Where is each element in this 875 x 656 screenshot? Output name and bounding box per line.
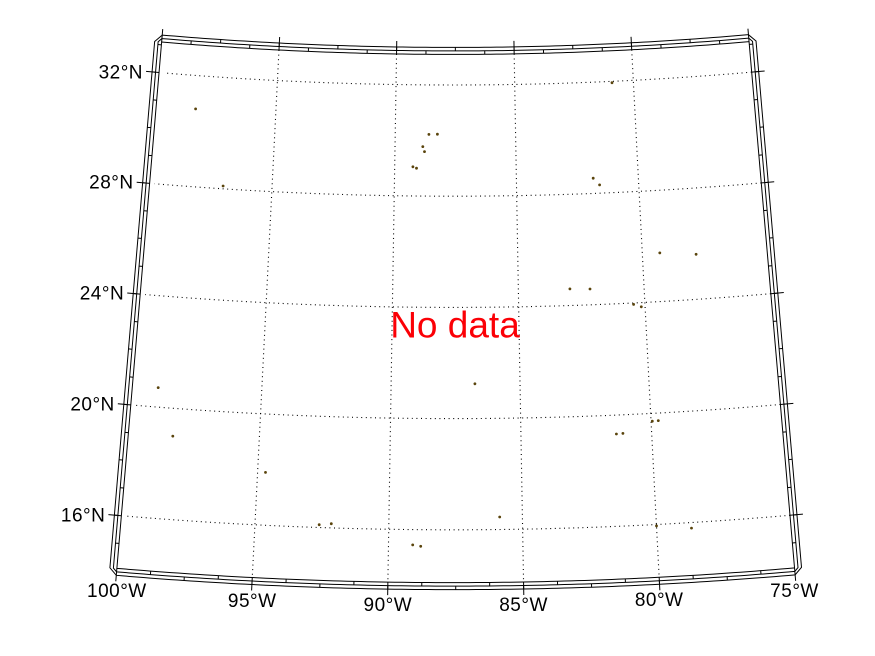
islet — [610, 81, 614, 85]
coastline-cuba-north-cays — [78, 22, 81, 23]
islet — [498, 515, 502, 519]
islet — [639, 305, 643, 309]
lat-label-20N: 20°N — [70, 394, 115, 416]
islet — [598, 183, 601, 187]
islet — [421, 145, 425, 149]
graticule-meridian — [631, 49, 660, 578]
graticule-parallel — [163, 71, 752, 86]
lon-tick — [278, 37, 281, 51]
coastline-atlantic-gulf-mexico-central-america — [80, 14, 98, 34]
lon-tick — [115, 568, 118, 582]
lat-label-28N: 28°N — [89, 172, 134, 194]
islet — [221, 184, 225, 188]
lat-tick — [751, 70, 765, 73]
graticule-meridian — [387, 53, 398, 583]
lat-tick — [770, 292, 784, 295]
lat-tick — [117, 403, 131, 406]
lon-label-80W: 80°W — [634, 590, 684, 612]
lat-label-32N: 32°N — [98, 62, 144, 84]
islet — [621, 432, 625, 435]
lat-label-16N: 16°N — [60, 505, 106, 527]
islet — [415, 166, 418, 170]
islet — [615, 432, 618, 436]
islet — [650, 419, 654, 423]
coastline-cuba — [75, 20, 85, 23]
coastline-pacific-coast-mexico-guatemala — [91, 13, 100, 17]
lon-tick — [658, 577, 661, 591]
islet — [423, 150, 426, 154]
coastline-abaco — [77, 26, 78, 27]
lon-tick — [161, 29, 164, 43]
islet — [264, 471, 267, 474]
islet — [632, 303, 635, 306]
no-data-label: No data — [390, 304, 520, 346]
coastline-jamaica — [76, 18, 78, 19]
islet — [194, 107, 198, 111]
graticule-meridian — [513, 53, 525, 582]
islet — [694, 252, 698, 256]
graticule-meridian — [251, 49, 280, 578]
islet — [419, 544, 423, 548]
lon-label-100W: 100°W — [87, 581, 147, 603]
lon-tick — [747, 28, 750, 42]
lat-tick — [789, 513, 803, 516]
lon-label-95W: 95°W — [227, 590, 277, 612]
coastline-andros — [78, 24, 79, 25]
lon-label-85W: 85°W — [499, 594, 548, 616]
coastline-florida-keys — [80, 25, 81, 26]
islet — [427, 133, 431, 136]
coastline-eleuthera — [76, 25, 77, 26]
islet — [171, 434, 175, 438]
lat-tick — [108, 514, 122, 517]
islet — [329, 522, 333, 526]
lon-tick — [251, 577, 253, 591]
graticule-parallel — [135, 403, 781, 420]
islet — [411, 165, 415, 169]
graticule-parallel — [145, 293, 771, 308]
lat-tick — [780, 402, 794, 405]
islet — [658, 251, 662, 255]
graticule-parallel — [154, 182, 762, 197]
islet — [156, 386, 160, 389]
lon-label-90W: 90°W — [363, 595, 413, 617]
islet — [473, 382, 477, 386]
islet — [411, 543, 415, 547]
lat-tick — [127, 292, 141, 295]
islet — [588, 287, 592, 291]
islet — [568, 287, 572, 291]
coastline-exuma-chain — [76, 24, 77, 25]
islet — [591, 176, 595, 180]
lon-tick — [630, 36, 633, 50]
lon-tick — [794, 567, 797, 581]
lat-label-24N: 24°N — [79, 283, 125, 305]
islet — [655, 524, 658, 528]
lon-label-75W: 75°W — [770, 580, 819, 602]
lat-tick — [146, 70, 160, 74]
islet — [690, 526, 693, 530]
islet — [656, 419, 660, 422]
lat-tick — [136, 181, 150, 184]
islet — [436, 132, 439, 136]
islet — [317, 523, 321, 527]
lat-tick — [761, 181, 775, 184]
graticule-parallel — [126, 514, 791, 531]
